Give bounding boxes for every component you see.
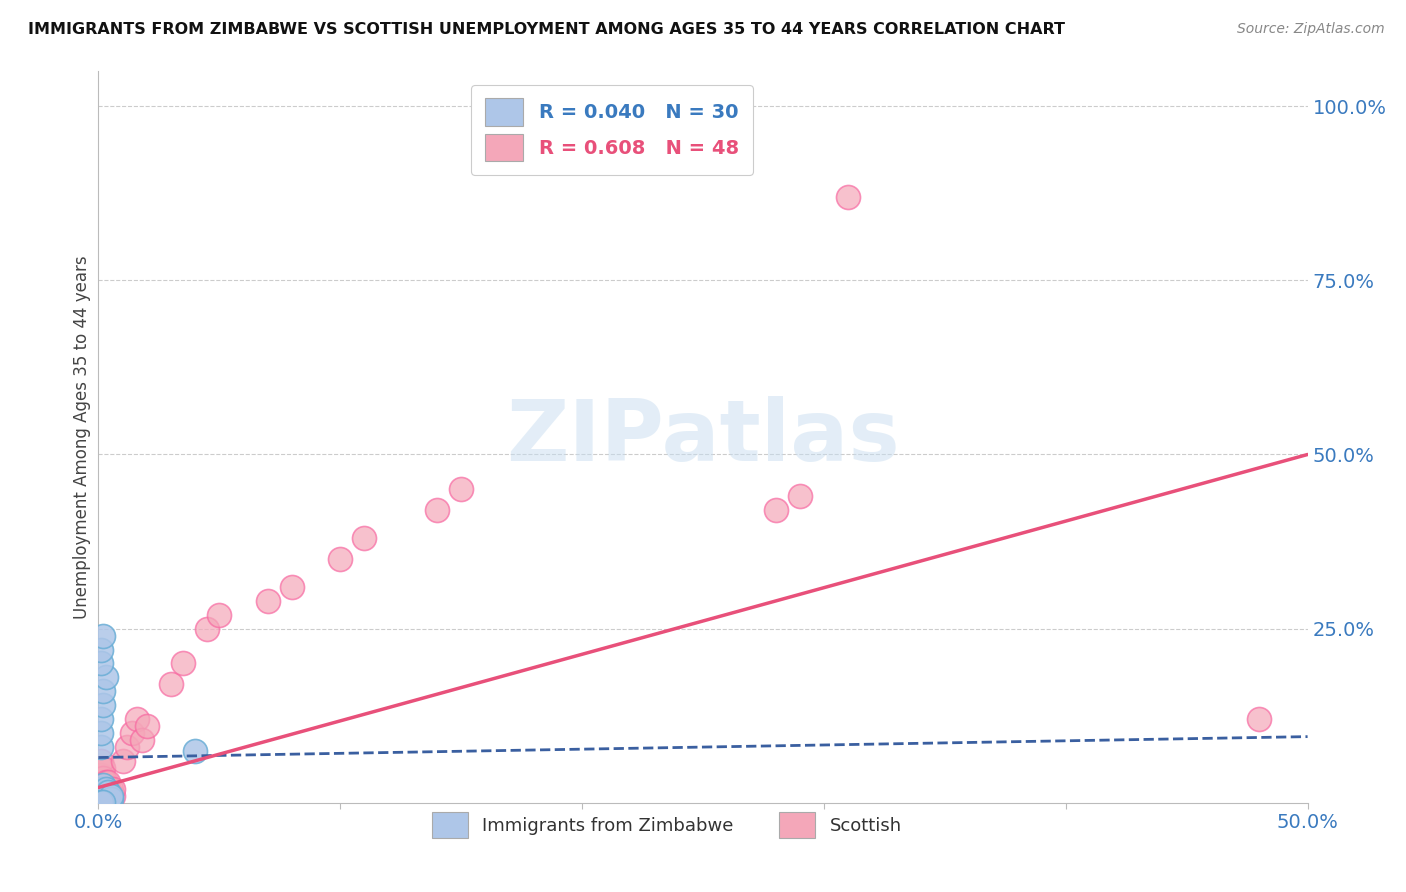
Point xyxy=(91,778,114,792)
Point xyxy=(91,792,114,806)
Point xyxy=(91,781,114,796)
Point xyxy=(837,190,859,204)
Point xyxy=(90,712,112,726)
Point xyxy=(97,781,120,796)
Point xyxy=(94,789,117,803)
Y-axis label: Unemployment Among Ages 35 to 44 years: Unemployment Among Ages 35 to 44 years xyxy=(73,255,91,619)
Point xyxy=(90,761,112,775)
Point xyxy=(100,781,122,796)
Point xyxy=(91,785,114,799)
Point xyxy=(90,772,112,786)
Point xyxy=(90,792,112,806)
Point xyxy=(91,775,114,789)
Point xyxy=(208,607,231,622)
Point xyxy=(1249,712,1271,726)
Point xyxy=(117,740,139,755)
Text: ZIPatlas: ZIPatlas xyxy=(506,395,900,479)
Point xyxy=(281,580,304,594)
Point xyxy=(101,789,124,803)
Point xyxy=(94,781,117,796)
Point xyxy=(91,684,114,698)
Point xyxy=(131,733,153,747)
Point xyxy=(90,795,112,809)
Point xyxy=(97,789,120,803)
Point xyxy=(90,775,112,789)
Point xyxy=(90,781,112,796)
Point xyxy=(91,795,114,809)
Point xyxy=(789,489,811,503)
Point xyxy=(160,677,183,691)
Legend: Immigrants from Zimbabwe, Scottish: Immigrants from Zimbabwe, Scottish xyxy=(420,801,912,848)
Point xyxy=(90,789,112,803)
Point xyxy=(91,698,114,713)
Point xyxy=(91,789,114,803)
Point xyxy=(426,503,449,517)
Point xyxy=(100,789,122,803)
Point xyxy=(450,483,472,497)
Point xyxy=(90,785,112,799)
Point xyxy=(91,629,114,643)
Point xyxy=(100,789,122,803)
Point xyxy=(94,789,117,803)
Text: Source: ZipAtlas.com: Source: ZipAtlas.com xyxy=(1237,22,1385,37)
Point xyxy=(90,726,112,740)
Point xyxy=(94,670,117,684)
Point xyxy=(97,792,120,806)
Point xyxy=(97,775,120,789)
Point xyxy=(184,743,207,757)
Point xyxy=(91,792,114,806)
Point xyxy=(94,785,117,799)
Point xyxy=(135,719,157,733)
Point xyxy=(329,552,352,566)
Point xyxy=(91,785,114,799)
Point xyxy=(256,594,278,608)
Point xyxy=(100,792,122,806)
Point xyxy=(90,657,112,671)
Point xyxy=(111,754,134,768)
Point xyxy=(353,531,375,545)
Point xyxy=(90,789,112,803)
Point xyxy=(97,789,120,803)
Text: IMMIGRANTS FROM ZIMBABWE VS SCOTTISH UNEMPLOYMENT AMONG AGES 35 TO 44 YEARS CORR: IMMIGRANTS FROM ZIMBABWE VS SCOTTISH UNE… xyxy=(28,22,1066,37)
Point xyxy=(172,657,194,671)
Point xyxy=(90,740,112,755)
Point xyxy=(91,778,114,792)
Point xyxy=(90,792,112,806)
Point xyxy=(195,622,218,636)
Point xyxy=(90,754,112,768)
Point xyxy=(97,785,120,799)
Point xyxy=(94,781,117,796)
Point xyxy=(91,781,114,796)
Point xyxy=(127,712,149,726)
Point xyxy=(121,726,143,740)
Point xyxy=(94,775,117,789)
Point xyxy=(94,792,117,806)
Point xyxy=(765,503,787,517)
Point xyxy=(101,781,124,796)
Point xyxy=(90,768,112,782)
Point xyxy=(91,761,114,775)
Point xyxy=(91,789,114,803)
Point xyxy=(90,778,112,792)
Point xyxy=(90,781,112,796)
Point xyxy=(94,792,117,806)
Point xyxy=(91,772,114,786)
Point xyxy=(90,785,112,799)
Point xyxy=(90,642,112,657)
